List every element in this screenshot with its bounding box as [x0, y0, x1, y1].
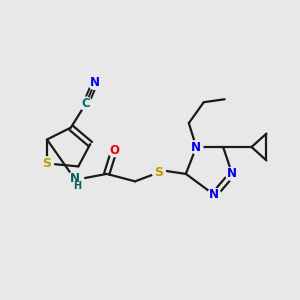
Text: N: N — [227, 167, 237, 180]
Text: S: S — [154, 166, 164, 179]
Circle shape — [190, 140, 203, 154]
Circle shape — [40, 157, 53, 170]
Circle shape — [88, 76, 101, 89]
Text: O: O — [109, 143, 119, 157]
Text: C: C — [81, 97, 90, 110]
Text: S: S — [43, 157, 52, 170]
Circle shape — [79, 97, 92, 110]
Text: N: N — [90, 76, 100, 89]
Circle shape — [208, 188, 221, 201]
Circle shape — [226, 167, 239, 181]
Circle shape — [67, 172, 84, 188]
Text: N: N — [209, 188, 219, 201]
Text: H: H — [73, 182, 81, 191]
Text: N: N — [70, 172, 80, 185]
Circle shape — [108, 143, 121, 157]
Circle shape — [152, 166, 166, 179]
Text: N: N — [191, 140, 201, 154]
